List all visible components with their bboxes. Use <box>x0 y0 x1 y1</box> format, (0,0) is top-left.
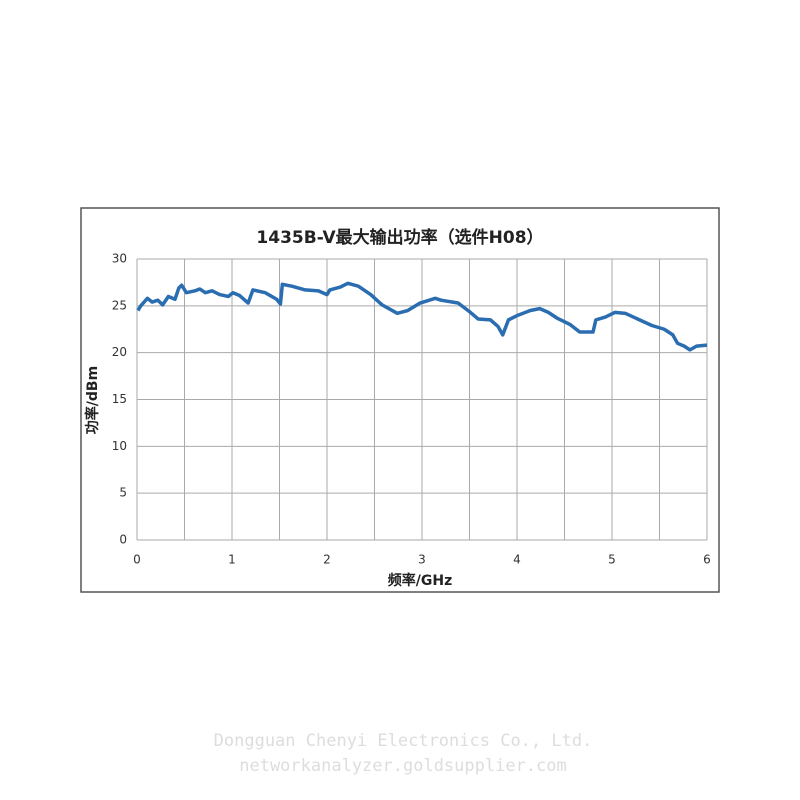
y-tick-label: 30 <box>112 252 127 266</box>
y-tick-label: 5 <box>119 486 127 500</box>
y-axis-label: 功率/dBm <box>84 366 101 434</box>
x-axis-label: 频率/GHz <box>388 572 452 589</box>
chart-title: 1435B-V最大输出功率（选件H08） <box>256 227 543 248</box>
x-tick-label: 3 <box>418 553 426 567</box>
watermark: Dongguan Chenyi Electronics Co., Ltd. <box>214 731 593 751</box>
x-tick-label: 0 <box>133 553 141 567</box>
y-tick-label: 20 <box>112 345 127 359</box>
y-tick-label: 0 <box>119 533 127 547</box>
watermark: networkanalyzer.goldsupplier.com <box>239 756 567 776</box>
x-tick-label: 2 <box>323 553 331 567</box>
y-tick-label: 15 <box>112 392 127 406</box>
x-tick-label: 4 <box>513 553 521 567</box>
x-tick-label: 5 <box>608 553 616 567</box>
data-line <box>136 281 708 352</box>
x-tick-label: 1 <box>228 553 236 567</box>
y-tick-label: 25 <box>112 298 127 312</box>
y-tick-label: 10 <box>112 439 127 453</box>
x-tick-label: 6 <box>703 553 711 567</box>
